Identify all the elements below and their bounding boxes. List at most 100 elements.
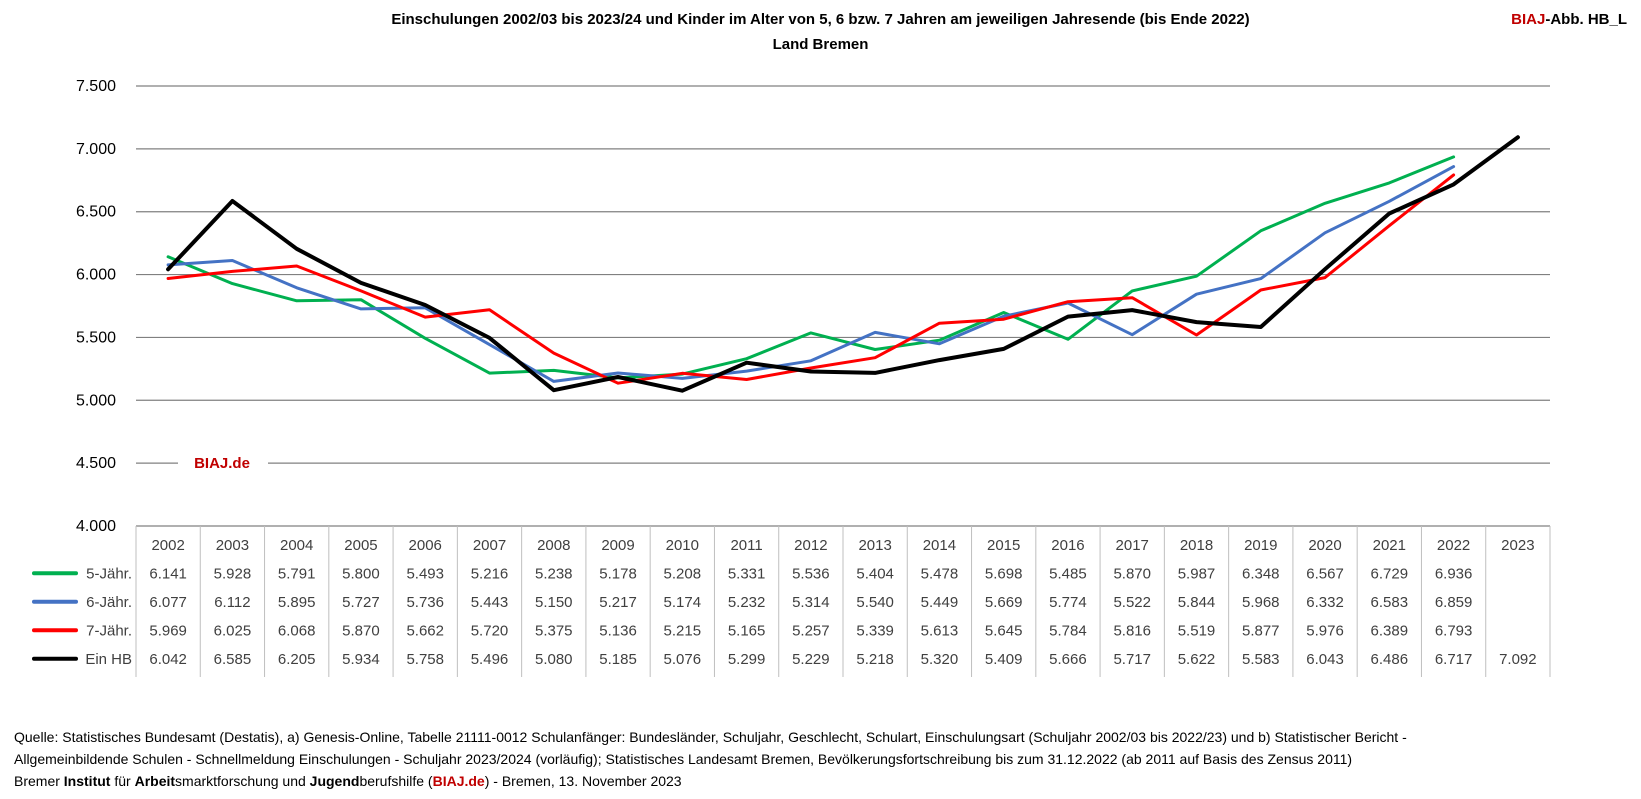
x-tick-label: 2017 [1116, 537, 1149, 554]
x-tick-label: 2021 [1373, 537, 1406, 554]
data-label: 6.567 [1306, 565, 1344, 582]
data-label: 5.185 [599, 651, 637, 668]
y-tick-label: 4.500 [76, 455, 116, 472]
data-label: 6.068 [278, 622, 316, 639]
credit-bold: Arbeit [134, 773, 176, 789]
data-label: 5.987 [1178, 565, 1216, 582]
data-label: 7.092 [1499, 651, 1537, 668]
data-label: 6.025 [214, 622, 252, 639]
data-label: 5.178 [599, 565, 637, 582]
data-label: 5.662 [406, 622, 444, 639]
data-label: 6.141 [149, 565, 187, 582]
data-label: 5.877 [1242, 622, 1280, 639]
x-tick-label: 2008 [537, 537, 570, 554]
data-label: 5.208 [664, 565, 702, 582]
y-tick-label: 5.500 [76, 329, 116, 346]
data-label: 5.720 [471, 622, 509, 639]
data-label: 5.320 [921, 651, 959, 668]
x-tick-label: 2012 [794, 537, 827, 554]
legend-label-seven: 7-Jähr. [86, 622, 132, 639]
data-label: 6.042 [149, 651, 187, 668]
data-label: 5.257 [792, 622, 830, 639]
data-label: 6.077 [149, 594, 187, 611]
data-label: 5.969 [149, 622, 187, 639]
source-line-2: Allgemeinbildende Schulen - Schnellmeldu… [14, 751, 1353, 767]
figure-id: BIAJ-Abb. HB_L [1511, 11, 1627, 28]
series-line-ein [166, 135, 1520, 393]
data-label: 5.443 [471, 594, 509, 611]
data-label: 5.238 [535, 565, 573, 582]
data-label: 6.793 [1435, 622, 1473, 639]
x-tick-label: 2016 [1051, 537, 1084, 554]
data-label: 5.536 [792, 565, 830, 582]
data-label: 5.229 [792, 651, 830, 668]
series-line-six [166, 165, 1456, 383]
data-label: 5.519 [1178, 622, 1216, 639]
x-tick-label: 2004 [280, 537, 313, 554]
data-label: 5.478 [921, 565, 959, 582]
data-label: 5.870 [342, 622, 380, 639]
data-label: 6.112 [214, 594, 250, 611]
series-line-five [166, 155, 1456, 380]
data-label: 5.758 [406, 651, 444, 668]
source-footer: Quelle: Statistisches Bundesamt (Destati… [14, 726, 1624, 792]
data-label: 5.583 [1242, 651, 1280, 668]
x-tick-label: 2005 [344, 537, 377, 554]
data-label: 5.717 [1113, 651, 1151, 668]
x-tick-label: 2010 [666, 537, 699, 554]
data-label: 6.583 [1371, 594, 1409, 611]
y-tick-label: 5.000 [76, 392, 116, 409]
data-label: 5.934 [342, 651, 380, 668]
x-tick-label: 2022 [1437, 537, 1470, 554]
data-label: 5.784 [1049, 622, 1087, 639]
data-label: 5.666 [1049, 651, 1087, 668]
x-tick-label: 2019 [1244, 537, 1277, 554]
data-label: 5.727 [342, 594, 380, 611]
data-label: 5.215 [664, 622, 702, 639]
x-tick-label: 2014 [923, 537, 956, 554]
data-label: 5.698 [985, 565, 1023, 582]
figure-id-label: -Abb. HB_L [1545, 11, 1627, 28]
data-label: 5.080 [535, 651, 573, 668]
data-label: 6.486 [1371, 651, 1409, 668]
credit-brand-link[interactable]: BIAJ.de [432, 773, 485, 789]
data-label: 5.299 [728, 651, 766, 668]
data-label: 5.174 [664, 594, 702, 611]
data-label: 5.331 [728, 565, 766, 582]
x-tick-label: 2023 [1501, 537, 1534, 554]
data-label: 5.816 [1113, 622, 1151, 639]
y-tick-label: 7.000 [76, 141, 116, 158]
data-label: 5.150 [535, 594, 573, 611]
data-label: 5.736 [406, 594, 444, 611]
x-tick-label: 2002 [151, 537, 184, 554]
data-label: 6.348 [1242, 565, 1280, 582]
data-label: 5.774 [1049, 594, 1087, 611]
credit-text: ) - Bremen, 13. November 2023 [484, 773, 682, 789]
data-label: 5.165 [728, 622, 766, 639]
data-label: 5.895 [278, 594, 316, 611]
data-label: 5.449 [921, 594, 959, 611]
series-line-seven [166, 173, 1456, 385]
data-label: 5.404 [856, 565, 894, 582]
x-tick-label: 2013 [858, 537, 891, 554]
data-label: 6.389 [1371, 622, 1409, 639]
data-label: 5.791 [278, 565, 316, 582]
data-label: 5.870 [1113, 565, 1151, 582]
data-label: 5.928 [214, 565, 252, 582]
data-label: 6.332 [1306, 594, 1344, 611]
data-label: 5.622 [1178, 651, 1216, 668]
data-label: 5.669 [985, 594, 1023, 611]
data-label: 5.218 [856, 651, 894, 668]
data-label: 6.717 [1435, 651, 1473, 668]
data-label: 5.844 [1178, 594, 1216, 611]
y-tick-label: 6.000 [76, 267, 116, 284]
data-label: 5.232 [728, 594, 766, 611]
data-label: 6.043 [1306, 651, 1344, 668]
watermark: BIAJ.de [194, 455, 250, 472]
data-label: 5.968 [1242, 594, 1280, 611]
data-label: 5.493 [406, 565, 444, 582]
source-line-3: Bremer Institut für Arbeitsmarktforschun… [14, 770, 1624, 792]
x-tick-label: 2015 [987, 537, 1020, 554]
x-tick-label: 2011 [730, 537, 762, 554]
source-line-1: Quelle: Statistisches Bundesamt (Destati… [14, 729, 1407, 745]
